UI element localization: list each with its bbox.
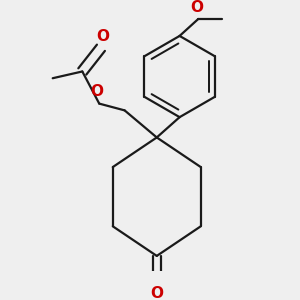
Text: O: O [190,0,203,15]
Text: O: O [150,286,163,300]
Text: O: O [96,28,109,44]
Text: O: O [90,84,103,99]
